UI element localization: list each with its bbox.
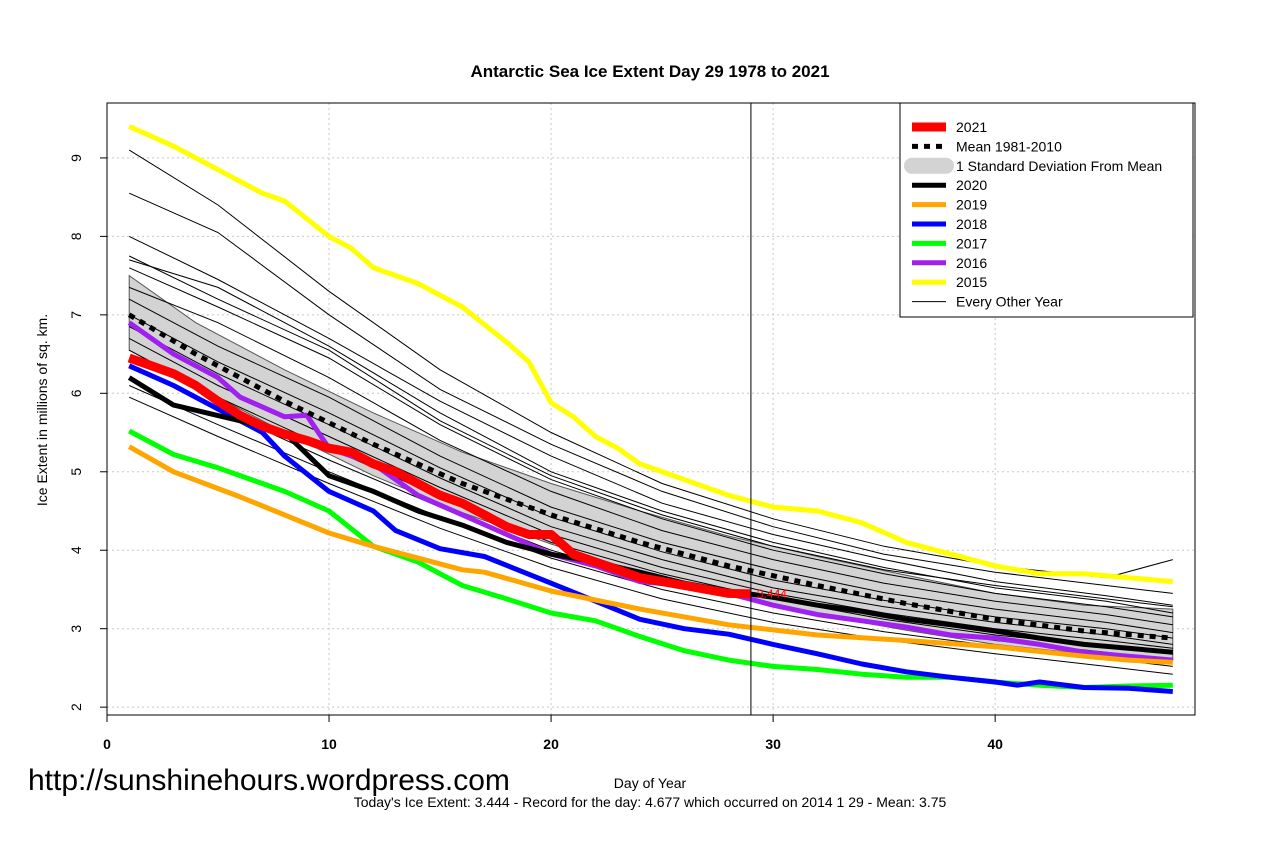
thin-year-line [128,337,1173,649]
legend-box [899,102,1194,318]
plot-area [127,124,1174,694]
y-tick-label: 9 [68,154,84,162]
y-tick-label: 7 [68,311,84,319]
legend-label: 2018 [956,216,987,232]
chart-title: Antarctic Sea Ice Extent Day 29 1978 to … [470,62,829,81]
thin-year-line [128,267,1173,618]
thin-year-line [128,192,1173,594]
x-tick-label: 10 [321,736,337,752]
thin-year-line [128,396,1173,675]
legend-label: 2021 [956,119,987,135]
x-axis-label: Day of Year [614,775,687,791]
y-tick-label: 4 [68,546,84,554]
plot-frame [106,102,1196,716]
x-tick-label: 30 [765,736,781,752]
y-tick-label: 3 [68,625,84,633]
series-line-2021 [127,353,752,599]
y-axis-label: Ice Extent in millions of sq. km. [34,314,50,506]
y-tick-label: 6 [68,389,84,397]
legend-label: Mean 1981-2010 [956,138,1062,154]
thin-year-line [128,255,1173,608]
y-tick-label: 8 [68,232,84,240]
thin-year-line [128,235,1173,606]
thin-year-line [129,286,1173,626]
series-line-mean-1981-2010 [127,312,1173,641]
series-line-2019 [127,444,1173,665]
y-tick-label: 5 [68,468,84,476]
x-tick-label: 40 [987,736,1003,752]
x-tick-label: 20 [543,736,559,752]
legend-label: 2020 [956,177,987,193]
footer-stats: Today's Ice Extent: 3.444 - Record for t… [354,794,947,810]
thin-year-line [128,314,1173,639]
legend-label: 2017 [956,235,987,251]
y-tick-label: 2 [68,703,84,711]
thin-year-line [129,259,1173,614]
thin-year-line [128,149,1173,579]
legend-label: 2016 [956,255,987,271]
legend-label: 2015 [956,274,987,290]
legend-label: Every Other Year [956,294,1063,310]
series-line-2018 [128,363,1173,694]
x-tick-label: 0 [103,736,111,752]
series-line-2015 [128,124,1174,585]
legend-label: 2019 [956,197,987,213]
current-value-label: 3.444 [757,587,787,601]
thin-year-line [128,298,1173,634]
watermark: http://sunshinehours.wordpress.com [28,764,510,797]
legend-label: 1 Standard Deviation From Mean [956,158,1162,174]
